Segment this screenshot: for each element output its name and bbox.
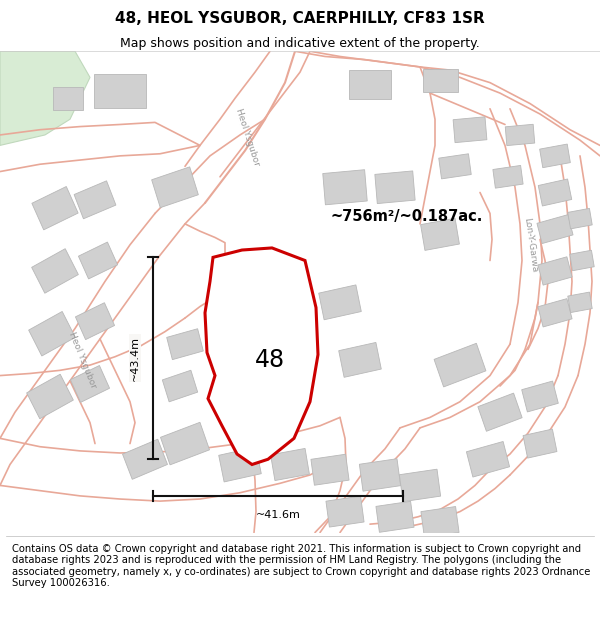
Polygon shape: [74, 181, 116, 219]
Polygon shape: [32, 249, 79, 293]
Polygon shape: [319, 285, 361, 320]
Polygon shape: [453, 117, 487, 142]
Polygon shape: [400, 469, 440, 502]
Polygon shape: [478, 393, 522, 431]
Polygon shape: [122, 439, 167, 479]
Polygon shape: [205, 248, 318, 464]
Polygon shape: [326, 496, 364, 527]
Polygon shape: [466, 441, 509, 477]
Text: Heol Ysgubor: Heol Ysgubor: [235, 107, 262, 167]
Polygon shape: [538, 299, 572, 327]
Polygon shape: [375, 171, 415, 204]
Polygon shape: [76, 302, 115, 339]
Polygon shape: [421, 218, 460, 251]
Polygon shape: [79, 242, 118, 279]
Polygon shape: [152, 167, 199, 208]
Polygon shape: [422, 69, 458, 92]
Polygon shape: [570, 250, 594, 271]
Polygon shape: [421, 506, 459, 538]
Text: 48, HEOL YSGUBOR, CAERPHILLY, CF83 1SR: 48, HEOL YSGUBOR, CAERPHILLY, CF83 1SR: [115, 11, 485, 26]
Text: Contains OS data © Crown copyright and database right 2021. This information is : Contains OS data © Crown copyright and d…: [12, 544, 590, 588]
Polygon shape: [29, 311, 76, 356]
Text: Heol Ysgubor: Heol Ysgubor: [67, 331, 97, 389]
Polygon shape: [434, 343, 486, 387]
Polygon shape: [323, 170, 367, 205]
Polygon shape: [493, 166, 523, 188]
Polygon shape: [94, 74, 146, 108]
Polygon shape: [349, 70, 391, 99]
Polygon shape: [311, 454, 349, 485]
Polygon shape: [376, 501, 414, 532]
Polygon shape: [568, 208, 592, 229]
Polygon shape: [26, 374, 73, 419]
Polygon shape: [359, 459, 401, 491]
Polygon shape: [439, 154, 471, 179]
Polygon shape: [70, 366, 110, 403]
Polygon shape: [568, 292, 592, 312]
Polygon shape: [53, 87, 83, 110]
Polygon shape: [163, 370, 197, 402]
Polygon shape: [339, 342, 381, 377]
Text: ~41.6m: ~41.6m: [256, 510, 301, 520]
Polygon shape: [160, 422, 209, 465]
Polygon shape: [167, 329, 203, 359]
Polygon shape: [0, 51, 90, 146]
Polygon shape: [271, 449, 310, 481]
Polygon shape: [521, 381, 559, 412]
Polygon shape: [539, 144, 571, 168]
Text: ~43.4m: ~43.4m: [130, 336, 140, 381]
Polygon shape: [219, 447, 261, 482]
Text: Lon-Y-Garwa: Lon-Y-Garwa: [521, 217, 538, 272]
Polygon shape: [538, 257, 572, 285]
Text: ~756m²/~0.187ac.: ~756m²/~0.187ac.: [330, 209, 482, 224]
Polygon shape: [505, 124, 535, 146]
Polygon shape: [32, 186, 78, 230]
Text: Map shows position and indicative extent of the property.: Map shows position and indicative extent…: [120, 37, 480, 50]
Polygon shape: [537, 214, 573, 244]
Text: 48: 48: [255, 348, 285, 372]
Polygon shape: [538, 179, 572, 206]
Polygon shape: [523, 429, 557, 458]
